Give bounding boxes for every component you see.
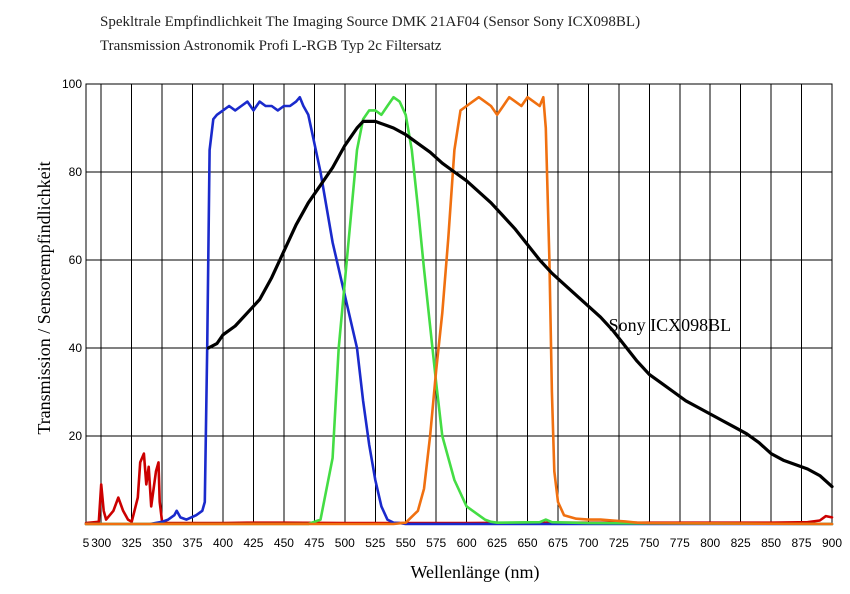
x-tick-label: 875 xyxy=(792,536,812,550)
x-tick-label: 600 xyxy=(457,536,477,550)
y-tick-label: 80 xyxy=(69,165,83,179)
series-line-2 xyxy=(84,95,834,526)
x-axis-label: Wellenlänge (nm) xyxy=(411,562,540,583)
y-axis-label: Transmission / Sensorempfindlichkeit xyxy=(34,161,54,434)
x-tick-label: 525 xyxy=(365,536,385,550)
x-tick-label: 900 xyxy=(822,536,842,550)
series-line-4 xyxy=(206,119,834,489)
y-tick-label: 40 xyxy=(69,341,83,355)
x-tick-label: 625 xyxy=(487,536,507,550)
series-line-3 xyxy=(84,95,834,526)
series-line-1 xyxy=(84,95,834,526)
x-tick-label: 350 xyxy=(152,536,172,550)
x-tick-label: 325 xyxy=(122,536,142,550)
series-layer xyxy=(84,95,834,526)
x-tick-label: 700 xyxy=(578,536,598,550)
y-tick-label: 60 xyxy=(69,253,83,267)
y-tick-label: 20 xyxy=(69,429,83,443)
x-tick-label: 725 xyxy=(609,536,629,550)
x-axis-ticks: 5 300 325 350 375 400 425 450 475 500 525 550 575 600… xyxy=(83,536,843,550)
x-tick-label: 500 xyxy=(335,536,355,550)
x-tick-label: 400 xyxy=(213,536,233,550)
x-tick-label: 375 xyxy=(183,536,203,550)
x-tick-label: 575 xyxy=(426,536,446,550)
x-tick-label: 800 xyxy=(700,536,720,550)
sensor-curve-label: Sony ICX098BL xyxy=(609,315,732,335)
y-axis-ticks: 20 40 60 80 100 xyxy=(62,77,82,443)
x-tick-label: 475 xyxy=(304,536,324,550)
x-tick-label: 775 xyxy=(670,536,690,550)
x-tick-label: 550 xyxy=(396,536,416,550)
plot-frame xyxy=(85,83,833,525)
grid xyxy=(85,83,833,525)
x-tick-label: 450 xyxy=(274,536,294,550)
x-tick-label: 425 xyxy=(243,536,263,550)
x-tick-label: 650 xyxy=(517,536,537,550)
x-tick-label: 5 xyxy=(83,536,90,550)
chart-title-line-2: Transmission Astronomik Profi L-RGB Typ … xyxy=(100,38,442,54)
x-tick-label: 300 xyxy=(91,536,111,550)
chart-title-line-1: Spekltrale Empfindlichkeit The Imaging S… xyxy=(100,14,640,30)
x-tick-label: 850 xyxy=(761,536,781,550)
y-tick-label: 100 xyxy=(62,77,82,91)
x-tick-label: 750 xyxy=(639,536,659,550)
x-tick-label: 675 xyxy=(548,536,568,550)
x-tick-label: 825 xyxy=(731,536,751,550)
